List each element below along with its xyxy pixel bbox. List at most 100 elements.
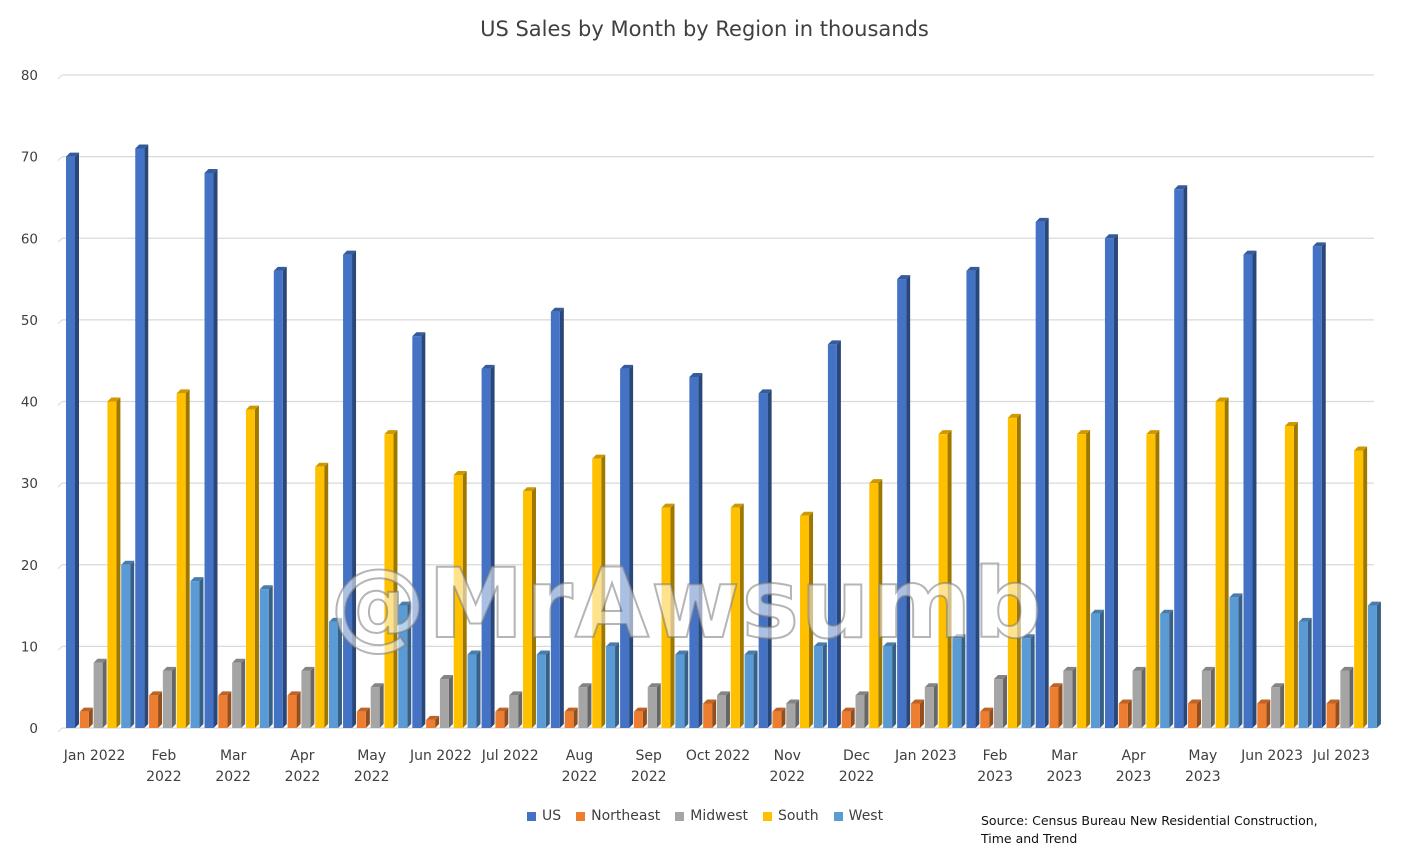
bar xyxy=(994,679,1004,728)
bar xyxy=(716,695,726,728)
bar-side xyxy=(615,642,620,728)
bar xyxy=(1367,605,1377,728)
bar xyxy=(121,564,131,728)
bar-side xyxy=(504,707,509,728)
bar-top xyxy=(315,462,329,467)
x-tick-label: 2023 xyxy=(1185,769,1221,785)
legend-label-northeast: Northeast xyxy=(591,808,661,824)
bar xyxy=(703,703,713,728)
bar-side xyxy=(1363,446,1368,728)
bar xyxy=(315,466,325,728)
bar-top xyxy=(495,707,509,712)
bar xyxy=(938,434,948,728)
bar-top xyxy=(370,683,384,688)
bar-top xyxy=(1243,250,1257,255)
bar-top xyxy=(620,364,634,369)
bar-top xyxy=(1215,397,1229,402)
bar-side xyxy=(795,699,800,728)
bar-side xyxy=(462,470,467,728)
bar xyxy=(190,581,200,728)
bar-top xyxy=(1063,666,1077,671)
bar-side xyxy=(476,650,481,728)
bar xyxy=(522,491,532,728)
legend-swatch-south xyxy=(762,811,772,821)
bar xyxy=(758,393,768,728)
bar-side xyxy=(1113,234,1118,728)
legend-item-us: US xyxy=(527,808,561,824)
bar-top xyxy=(135,144,149,149)
bar-top xyxy=(536,650,550,655)
bar-top xyxy=(1146,430,1160,435)
bar-top xyxy=(481,364,495,369)
bars xyxy=(66,144,1381,729)
bar-side xyxy=(947,430,952,728)
bar-top xyxy=(994,675,1008,680)
bar xyxy=(813,646,823,728)
x-tick-label: Jul 2023 xyxy=(1312,748,1370,764)
bar xyxy=(328,621,338,728)
bar xyxy=(647,687,657,728)
bar-side xyxy=(753,650,758,728)
bar-side xyxy=(213,168,218,728)
bar xyxy=(370,687,380,728)
x-tick-label: Aug xyxy=(566,748,593,764)
y-tick-label: 70 xyxy=(21,150,38,166)
bar-side xyxy=(1099,609,1104,728)
bar-side xyxy=(144,144,149,728)
gridline-depth xyxy=(57,74,63,80)
bar-top xyxy=(1049,683,1063,688)
x-tick-label: Jun 2022 xyxy=(409,748,472,764)
bar-top xyxy=(869,479,883,484)
bar-top xyxy=(1077,430,1091,435)
x-tick-label: 2022 xyxy=(631,769,667,785)
x-tick-label: Apr xyxy=(290,748,314,764)
bar-top xyxy=(661,503,675,508)
bar-side xyxy=(864,691,869,728)
bar-side xyxy=(1169,609,1174,728)
bar xyxy=(273,270,283,728)
bar-top xyxy=(1104,234,1118,239)
bar-side xyxy=(1280,683,1285,728)
legend-swatch-west xyxy=(833,811,843,821)
bar-side xyxy=(892,642,897,728)
bar xyxy=(1104,238,1114,728)
bar-side xyxy=(227,691,232,728)
bar-side xyxy=(559,307,564,728)
bar-side xyxy=(573,707,578,728)
bar xyxy=(176,393,186,728)
bar xyxy=(426,719,436,728)
bar-top xyxy=(412,332,426,337)
bar-side xyxy=(254,405,259,728)
bar-side xyxy=(670,503,675,728)
legend-item-midwest: Midwest xyxy=(675,808,748,824)
bar xyxy=(1049,687,1059,728)
bar xyxy=(1090,613,1100,728)
legend-swatch-midwest xyxy=(675,811,685,821)
legend-label-midwest: Midwest xyxy=(690,808,748,824)
bar-top xyxy=(1271,683,1285,688)
bar-side xyxy=(448,675,453,728)
bar xyxy=(952,638,962,728)
bar-side xyxy=(1293,421,1298,728)
gridline-depth xyxy=(57,727,63,733)
bar-side xyxy=(1321,242,1326,728)
bar xyxy=(245,409,255,728)
bar-side xyxy=(1030,634,1035,728)
bar-side xyxy=(88,707,93,728)
x-tick-label: Oct 2022 xyxy=(686,748,750,764)
bar-side xyxy=(1376,601,1381,728)
bar-side xyxy=(919,699,924,728)
bar xyxy=(1215,401,1225,728)
x-tick-label: 2022 xyxy=(285,769,321,785)
bar xyxy=(287,695,297,728)
bar-top xyxy=(328,617,342,622)
legend-swatch-us xyxy=(527,811,536,821)
bar xyxy=(897,279,907,728)
bar-top xyxy=(980,707,994,712)
bar-side xyxy=(698,373,703,728)
bar-top xyxy=(827,340,841,345)
x-tick-label: 2023 xyxy=(1116,769,1152,785)
bar-top xyxy=(190,577,204,582)
bar-side xyxy=(989,707,994,728)
bar-top xyxy=(79,707,93,712)
